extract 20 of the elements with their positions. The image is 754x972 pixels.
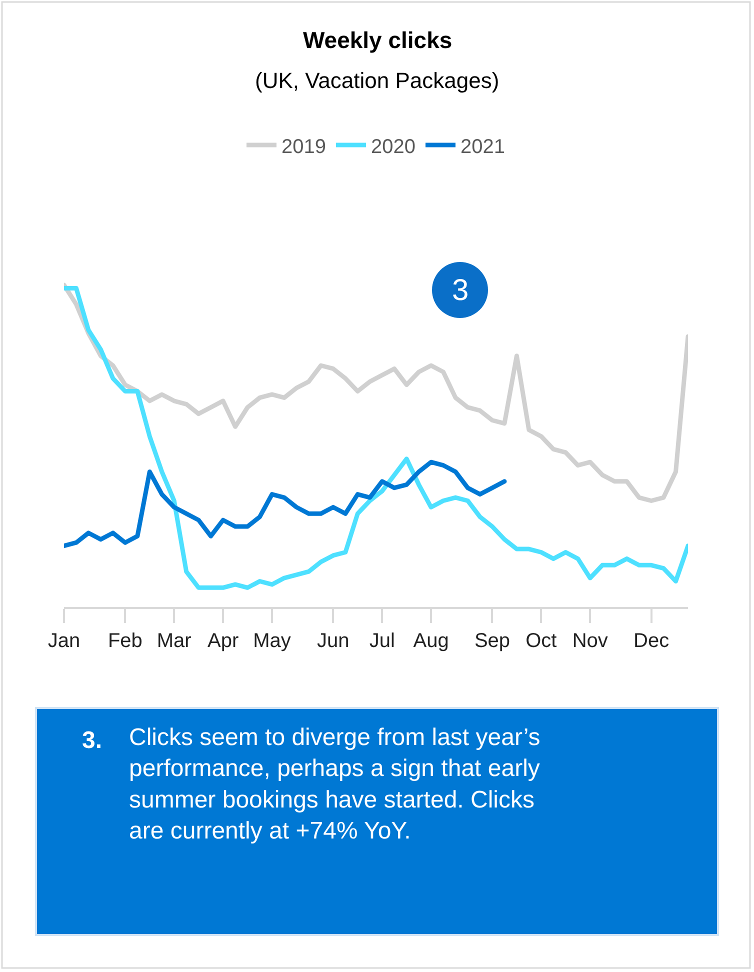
chart-title: Weekly clicks xyxy=(303,27,452,53)
chart-subtitle: (UK, Vacation Packages) xyxy=(255,68,500,93)
x-tick-label: Feb xyxy=(108,630,142,652)
x-tick-label: Nov xyxy=(572,630,608,652)
x-tick-label: Jul xyxy=(369,630,395,652)
legend-label: 2020 xyxy=(371,136,416,158)
x-tick-label: Apr xyxy=(207,630,239,652)
x-tick-label: May xyxy=(253,630,291,652)
legend-label: 2021 xyxy=(460,136,505,158)
x-tick-label: Oct xyxy=(526,630,558,652)
legend-label: 2019 xyxy=(282,136,326,158)
x-tick-label: Jan xyxy=(48,630,80,652)
x-tick-label: Jun xyxy=(317,630,350,652)
text: Clicks seem to diverge from last year’s performance, perhaps a sign that early summer bookings have started. Clicks are currently at +74% YoY. xyxy=(129,724,540,845)
x-tick-label: Dec xyxy=(634,630,670,652)
x-tick-label: Aug xyxy=(413,630,449,652)
annotation: 3 xyxy=(452,274,469,307)
text: 3. xyxy=(82,727,102,754)
x-tick-label: Mar xyxy=(156,630,192,652)
x-tick-label: Sep xyxy=(474,630,510,652)
